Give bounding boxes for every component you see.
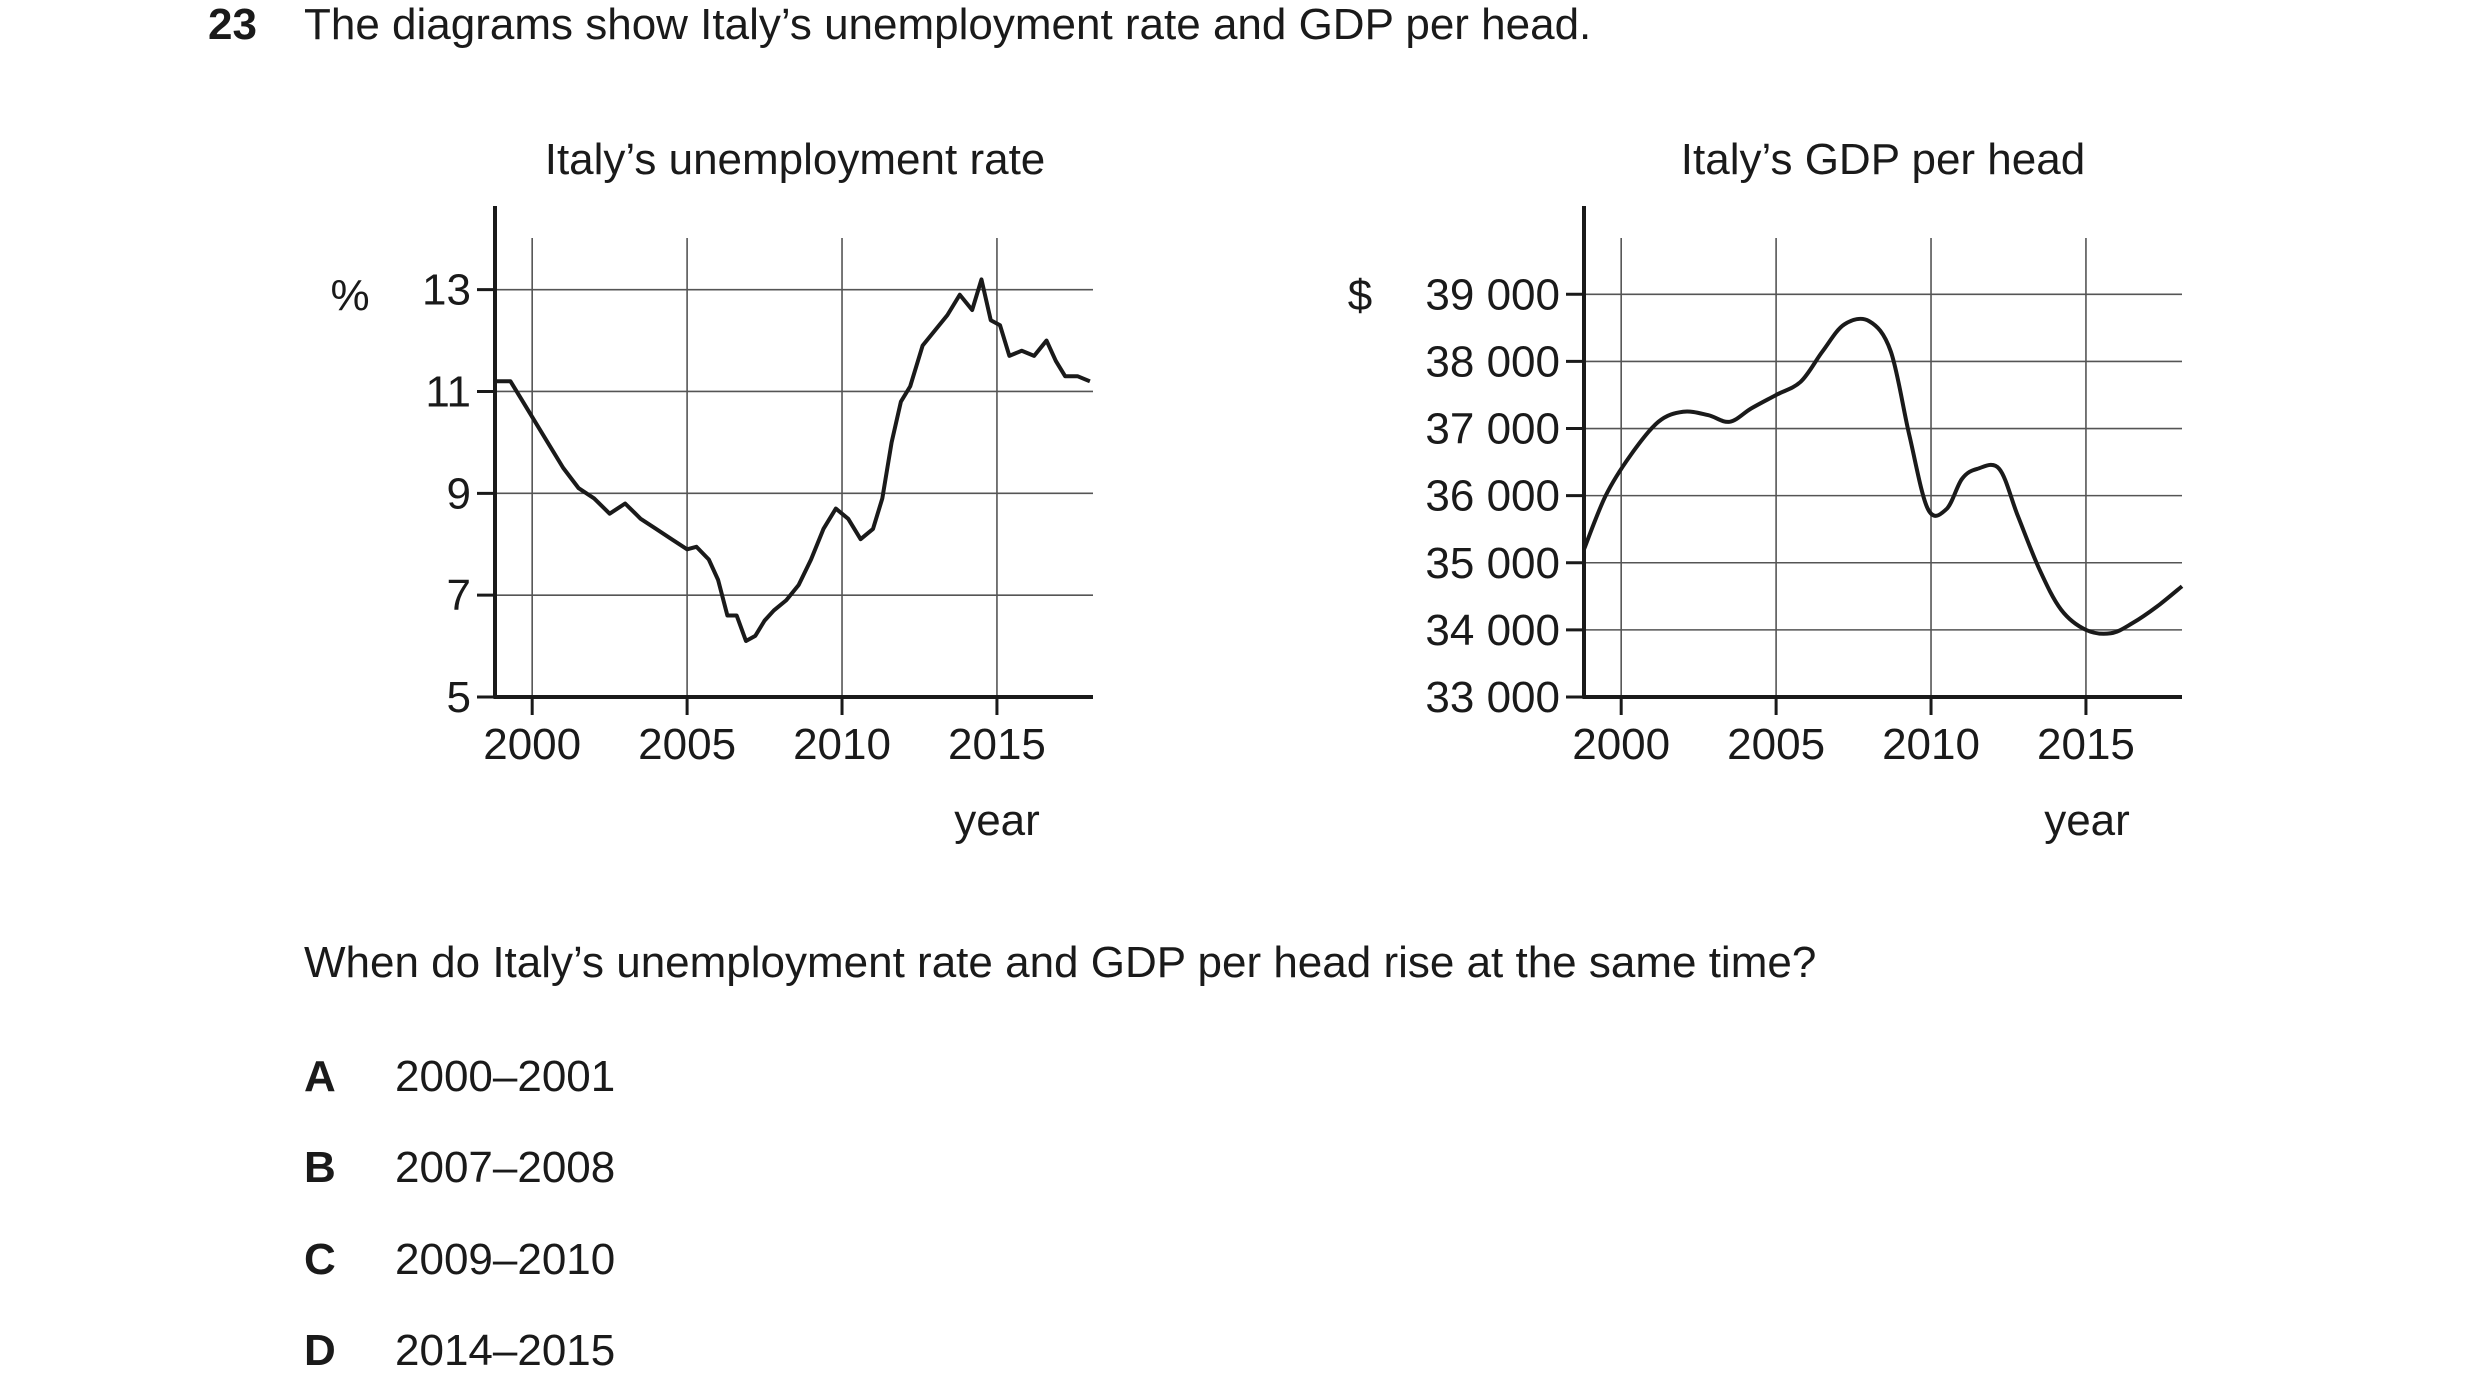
y-tick-label: 39 000 bbox=[1425, 270, 1560, 319]
option-c[interactable]: C 2009–2010 bbox=[304, 1235, 615, 1285]
option-letter: B bbox=[304, 1143, 336, 1192]
y-tick-label: 5 bbox=[447, 673, 471, 722]
y-unit-label: $ bbox=[1348, 271, 1372, 320]
x-tick-label: 2015 bbox=[2037, 720, 2135, 769]
x-tick-label: 2000 bbox=[1572, 720, 1670, 769]
option-text: 2009–2010 bbox=[395, 1235, 616, 1284]
x-tick-label: 2005 bbox=[1727, 720, 1825, 769]
option-letter: D bbox=[304, 1326, 336, 1375]
option-a[interactable]: A 2000–2001 bbox=[304, 1052, 615, 1102]
option-text: 2014–2015 bbox=[395, 1326, 616, 1375]
y-tick-label: 34 000 bbox=[1425, 606, 1560, 655]
series-line bbox=[1582, 316, 2184, 636]
y-tick-label: 36 000 bbox=[1425, 472, 1560, 521]
x-tick-label: 2005 bbox=[638, 720, 736, 769]
y-tick-label: 9 bbox=[447, 469, 471, 518]
question-stem: The diagrams show Italy’s unemployment r… bbox=[304, 0, 1592, 49]
y-tick-label: 33 000 bbox=[1425, 673, 1560, 722]
option-letter: A bbox=[304, 1052, 336, 1101]
x-tick-label: 2000 bbox=[483, 720, 581, 769]
series-line bbox=[495, 277, 1091, 643]
question-number: 23 bbox=[208, 0, 257, 49]
option-b[interactable]: B 2007–2008 bbox=[304, 1143, 615, 1193]
question-prompt: When do Italy’s unemployment rate and GD… bbox=[304, 938, 1817, 987]
option-text: 2007–2008 bbox=[395, 1143, 616, 1192]
x-tick-label: 2015 bbox=[948, 720, 1046, 769]
y-unit-label: % bbox=[330, 271, 369, 320]
x-axis-label: year bbox=[2044, 796, 2130, 845]
y-tick-label: 37 000 bbox=[1425, 405, 1560, 454]
y-tick-label: 11 bbox=[425, 367, 471, 416]
option-letter: C bbox=[304, 1235, 336, 1284]
x-axis-label: year bbox=[954, 796, 1040, 845]
x-tick-label: 2010 bbox=[793, 720, 891, 769]
x-tick-label: 2010 bbox=[1882, 720, 1980, 769]
option-d[interactable]: D 2014–2015 bbox=[304, 1326, 615, 1376]
chart-title: Italy’s unemployment rate bbox=[545, 135, 1046, 184]
y-tick-label: 13 bbox=[422, 266, 471, 315]
unemployment-chart: Italy’s unemployment rate% year 2000 2005 20… bbox=[330, 135, 1093, 845]
y-tick-label: 38 000 bbox=[1425, 337, 1560, 386]
y-tick-label: 35 000 bbox=[1425, 539, 1560, 588]
y-tick-label: 7 bbox=[447, 571, 471, 620]
gdp-chart: Italy’s GDP per head $ year 2000 2005 2010 201… bbox=[1348, 135, 2184, 845]
chart-title: Italy’s GDP per head bbox=[1681, 135, 2085, 184]
option-text: 2000–2001 bbox=[395, 1052, 616, 1101]
